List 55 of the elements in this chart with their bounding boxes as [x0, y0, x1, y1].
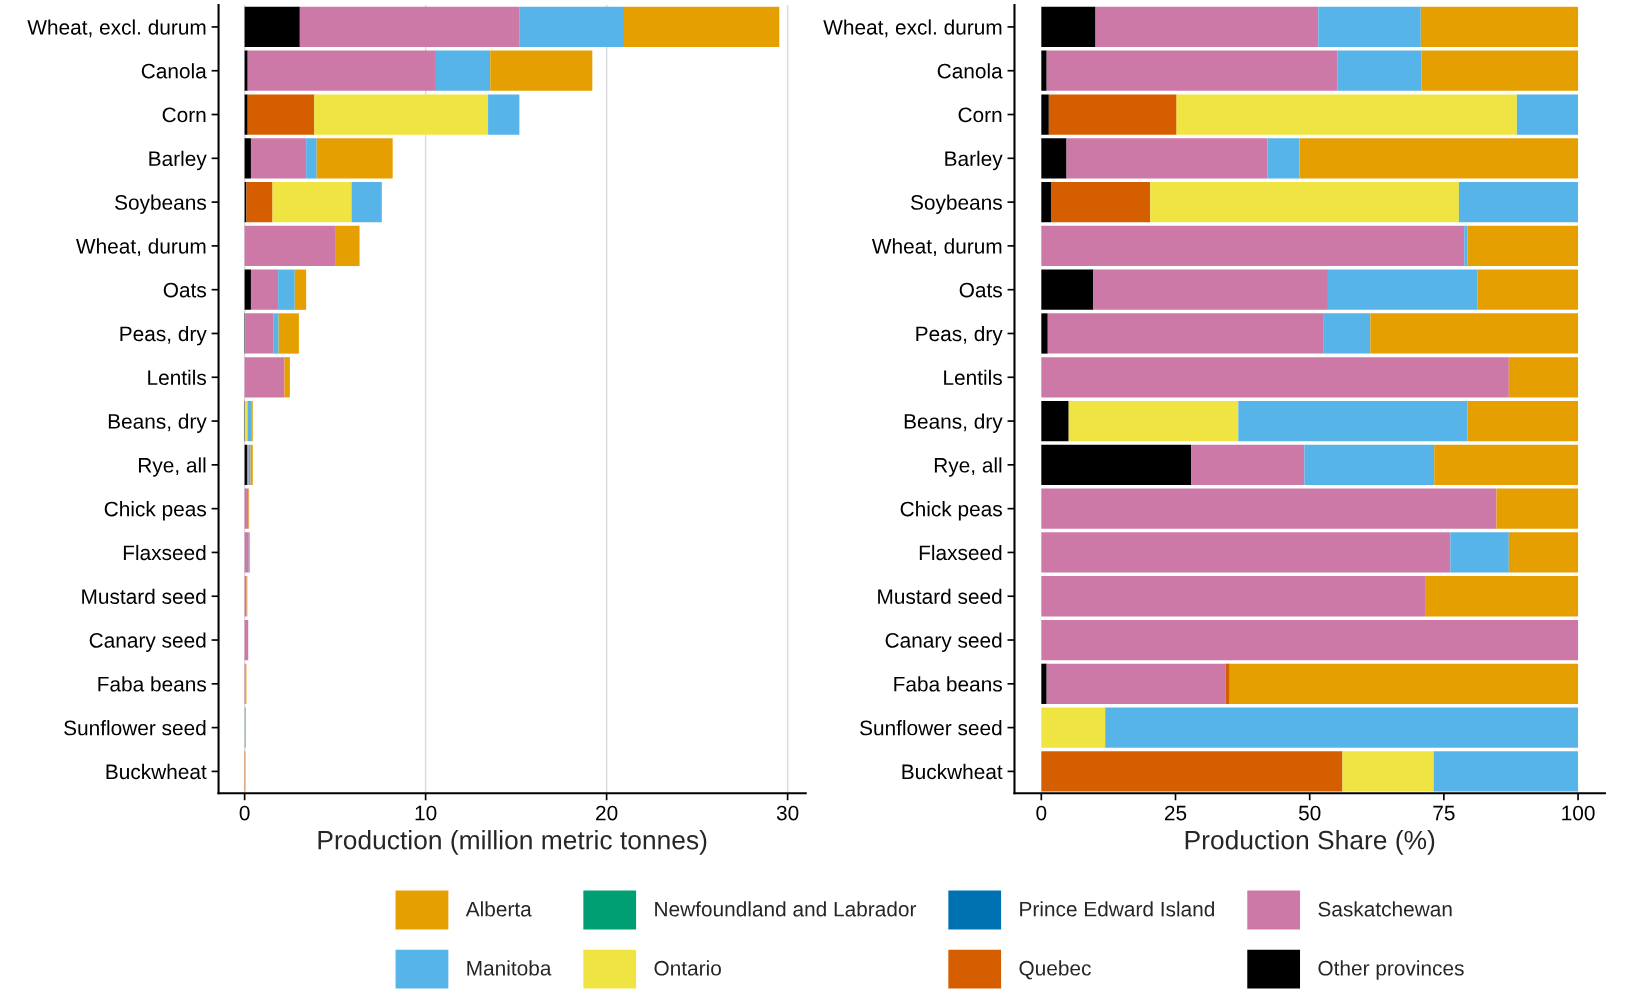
y-tick-label: Chick peas	[104, 501, 206, 521]
legend-label: Ontario	[654, 960, 721, 976]
legend-label: Other provinces	[1318, 960, 1464, 980]
y-tick-label: Lentils	[944, 369, 1002, 386]
y-tick-label: Canary seed	[89, 632, 206, 652]
y-tick-label: Beans, dry	[904, 413, 1003, 433]
y-tick-label: Sunflower seed	[860, 720, 1002, 736]
x-axis-title: Production (million metric tonnes)	[318, 830, 707, 855]
x-tick-label: 0	[1036, 805, 1047, 821]
x-tick-label: 30	[776, 805, 799, 821]
x-axis-title: Production Share (%)	[1185, 830, 1435, 855]
x-tick-label: 25	[1164, 805, 1187, 821]
y-tick-label: Flaxseed	[919, 544, 1002, 561]
y-tick-label: Corn	[958, 107, 1002, 123]
y-tick-label: Mustard seed	[82, 588, 206, 604]
y-tick-label: Oats	[163, 282, 206, 298]
y-tick-label: Canary seed	[885, 632, 1002, 652]
legend-label: Newfoundland and Labrador	[655, 901, 917, 917]
y-tick-label: Canola	[937, 63, 1003, 79]
legend-label: Alberta	[465, 901, 532, 917]
legend-label: Quebec	[1019, 960, 1091, 980]
legend-label: Prince Edward Island	[1020, 901, 1214, 917]
y-tick-label: Barley	[149, 150, 207, 171]
y-tick-label: Barley	[945, 150, 1003, 171]
x-tick-label: 20	[596, 805, 618, 821]
y-tick-label: Wheat, excl. durum	[823, 19, 1002, 38]
y-tick-label: Faba beans	[98, 676, 207, 692]
y-tick-label: Wheat, durum	[76, 238, 206, 257]
y-tick-label: Mustard seed	[878, 588, 1002, 604]
y-tick-label: Faba beans	[894, 676, 1002, 692]
y-tick-label: Soybeans	[910, 194, 1002, 214]
y-tick-label: Rye, all	[934, 457, 1002, 477]
y-tick-label: Wheat, durum	[871, 238, 1002, 257]
x-tick-label: 100	[1562, 805, 1595, 821]
legend-label: Manitoba	[467, 960, 552, 976]
y-tick-label: Flaxseed	[123, 544, 206, 561]
y-tick-label: Buckwheat	[106, 763, 207, 780]
x-tick-label: 0	[239, 805, 250, 821]
x-tick-label: 10	[415, 805, 437, 821]
x-tick-label: 50	[1298, 805, 1321, 821]
y-tick-label: Corn	[162, 107, 206, 123]
y-tick-label: Wheat, excl. durum	[27, 19, 206, 38]
y-tick-label: Peas, dry	[120, 325, 207, 346]
y-tick-label: Lentils	[148, 369, 206, 386]
y-tick-label: Sunflower seed	[64, 720, 206, 736]
y-tick-label: Rye, all	[138, 457, 206, 477]
y-tick-label: Chick peas	[900, 501, 1002, 521]
x-tick-label: 75	[1433, 805, 1455, 821]
y-tick-label: Beans, dry	[108, 413, 207, 433]
y-tick-label: Canola	[141, 63, 207, 79]
legend-label: Saskatchewan	[1318, 901, 1452, 917]
y-tick-label: Buckwheat	[902, 763, 1003, 780]
y-tick-label: Peas, dry	[916, 325, 1003, 346]
y-tick-label: Soybeans	[115, 194, 206, 214]
y-tick-label: Oats	[959, 282, 1002, 298]
